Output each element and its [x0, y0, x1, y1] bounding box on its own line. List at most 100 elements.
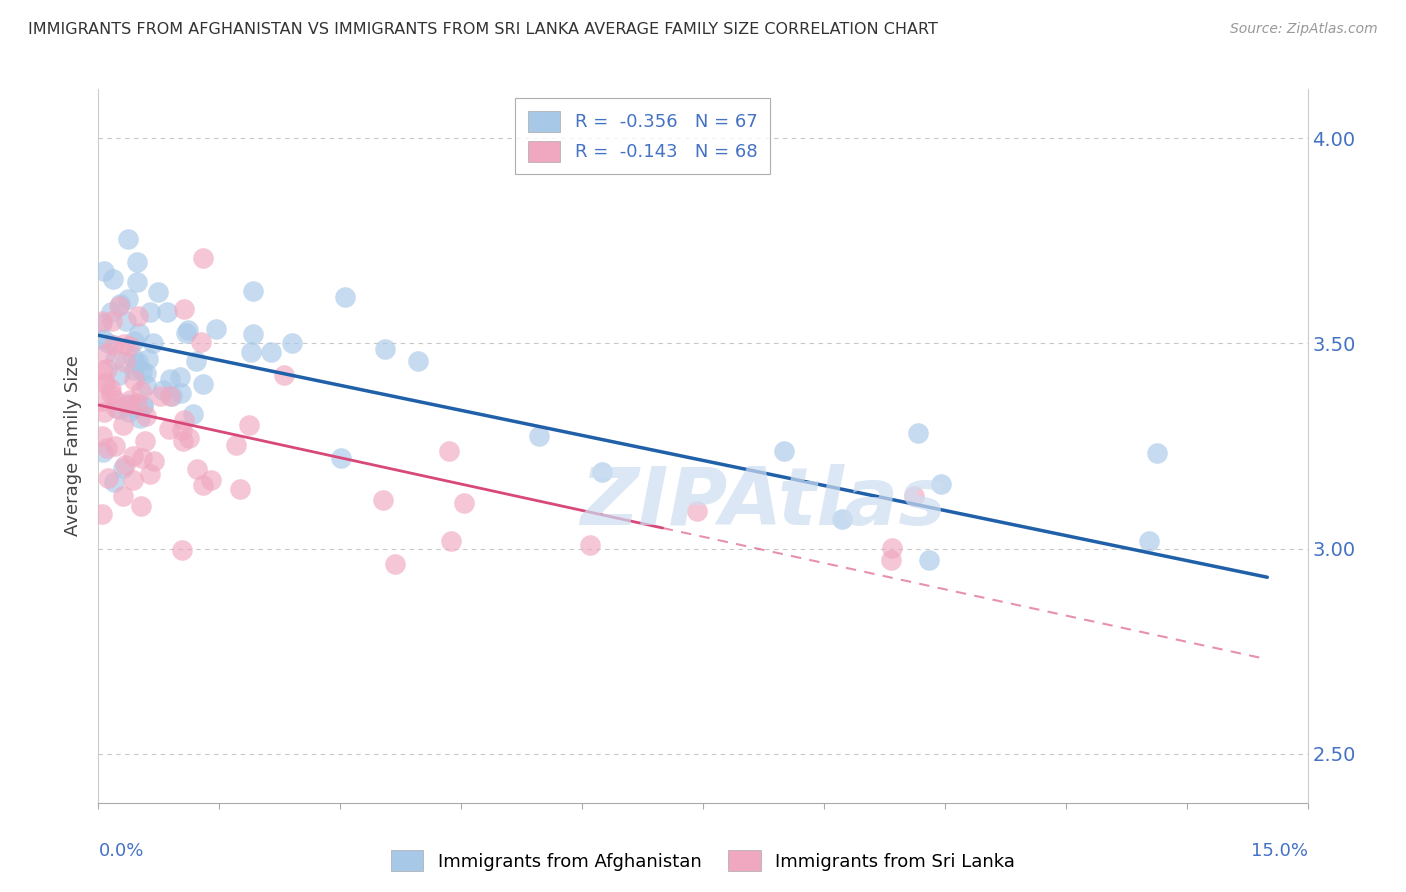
Point — [114, 458, 136, 472]
Point — [907, 425, 929, 440]
Point — [97, 471, 120, 485]
Point — [118, 398, 141, 412]
Point — [103, 338, 125, 352]
Point — [174, 326, 197, 340]
Point — [156, 305, 179, 319]
Point — [104, 351, 127, 366]
Point — [108, 299, 131, 313]
Point — [96, 362, 118, 376]
Point — [111, 461, 134, 475]
Point — [93, 404, 115, 418]
Point — [117, 292, 139, 306]
Point — [125, 396, 148, 410]
Point — [260, 345, 283, 359]
Point — [97, 336, 120, 351]
Point — [110, 297, 132, 311]
Legend: Immigrants from Afghanistan, Immigrants from Sri Lanka: Immigrants from Afghanistan, Immigrants … — [384, 843, 1022, 879]
Point — [149, 389, 172, 403]
Point — [93, 376, 115, 390]
Text: IMMIGRANTS FROM AFGHANISTAN VS IMMIGRANTS FROM SRI LANKA AVERAGE FAMILY SIZE COR: IMMIGRANTS FROM AFGHANISTAN VS IMMIGRANT… — [28, 22, 938, 37]
Point — [170, 386, 193, 401]
Point — [880, 553, 903, 567]
Point — [177, 322, 200, 336]
Point — [122, 334, 145, 348]
Point — [159, 389, 181, 403]
Point — [159, 372, 181, 386]
Point — [122, 350, 145, 364]
Point — [104, 401, 127, 416]
Point — [121, 450, 143, 464]
Text: 0.0%: 0.0% — [98, 842, 143, 860]
Point — [437, 444, 460, 458]
Point — [330, 451, 353, 466]
Point — [111, 417, 134, 432]
Point — [173, 413, 195, 427]
Point — [114, 354, 136, 368]
Point — [529, 429, 551, 443]
Legend: R =  -0.356   N = 67, R =  -0.143   N = 68: R = -0.356 N = 67, R = -0.143 N = 68 — [515, 98, 770, 174]
Point — [131, 384, 153, 398]
Point — [373, 492, 395, 507]
Point — [103, 475, 125, 489]
Point — [107, 401, 129, 416]
Point — [127, 275, 149, 289]
Point — [91, 332, 114, 346]
Point — [94, 345, 117, 359]
Point — [238, 418, 260, 433]
Point — [204, 322, 226, 336]
Point — [191, 251, 214, 265]
Point — [384, 557, 406, 571]
Point — [918, 552, 941, 566]
Point — [91, 393, 114, 408]
Point — [100, 387, 122, 401]
Point — [91, 429, 114, 443]
Point — [91, 316, 114, 330]
Point — [281, 335, 304, 350]
Point — [139, 467, 162, 481]
Point — [186, 462, 208, 476]
Point — [135, 409, 157, 424]
Point — [118, 405, 141, 419]
Point — [184, 353, 207, 368]
Point — [242, 326, 264, 341]
Point — [453, 496, 475, 510]
Point — [191, 478, 214, 492]
Point — [121, 401, 143, 415]
Point — [122, 363, 145, 377]
Point — [132, 398, 155, 412]
Point — [200, 473, 222, 487]
Point — [146, 285, 169, 299]
Point — [170, 423, 193, 437]
Point — [120, 392, 142, 407]
Point — [127, 355, 149, 369]
Point — [128, 326, 150, 340]
Point — [229, 482, 252, 496]
Point — [1146, 445, 1168, 459]
Point — [143, 453, 166, 467]
Point — [273, 368, 295, 382]
Point — [408, 354, 430, 368]
Point — [127, 254, 149, 268]
Point — [374, 342, 396, 356]
Point — [172, 434, 194, 449]
Point — [160, 389, 183, 403]
Point — [135, 377, 157, 392]
Point — [131, 451, 153, 466]
Point — [129, 411, 152, 425]
Point — [173, 301, 195, 316]
Point — [177, 431, 200, 445]
Point — [880, 541, 903, 556]
Point — [929, 477, 952, 491]
Point — [131, 499, 153, 513]
Point — [157, 422, 180, 436]
Point — [579, 538, 602, 552]
Point — [93, 264, 115, 278]
Point — [117, 339, 139, 353]
Point — [112, 337, 135, 351]
Point — [91, 507, 114, 521]
Point — [686, 504, 709, 518]
Point — [134, 434, 156, 448]
Point — [117, 232, 139, 246]
Point — [138, 305, 160, 319]
Point — [100, 383, 122, 397]
